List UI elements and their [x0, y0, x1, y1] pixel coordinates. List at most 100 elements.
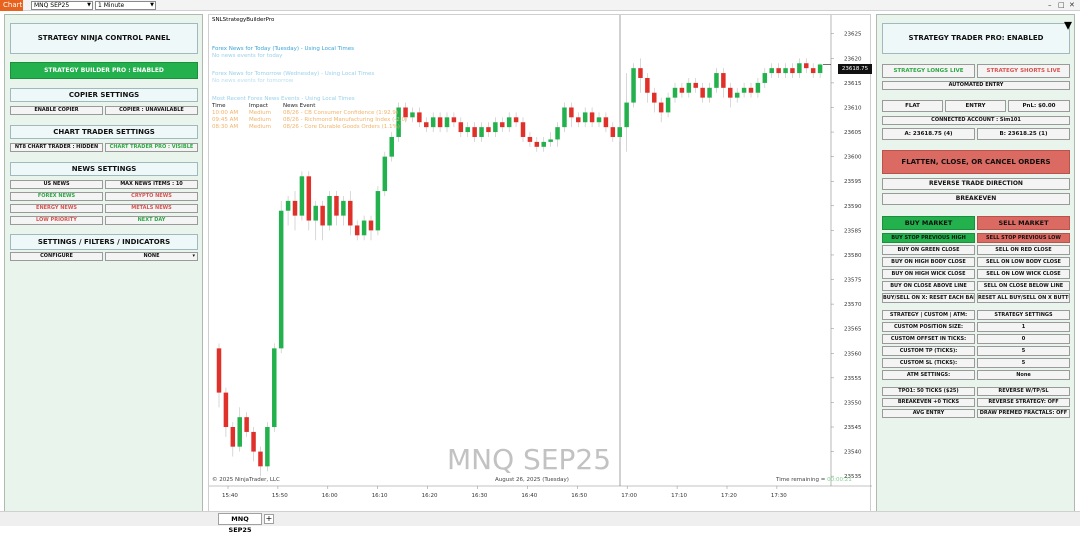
setting-value[interactable]: 5 — [977, 358, 1070, 368]
option-button[interactable]: REVERSE W/TP/SL — [977, 387, 1070, 396]
indicator-select-value: NONE — [143, 253, 160, 259]
down-candle — [223, 392, 229, 428]
time-tick-label: 17:00 — [621, 493, 637, 499]
buy-market-button[interactable]: BUY MARKET — [882, 216, 975, 230]
max-news-button[interactable]: MAX NEWS ITEMS : 10 — [105, 180, 198, 189]
down-candle — [520, 122, 526, 137]
setting-value[interactable]: 1 — [977, 322, 1070, 332]
metals-news-button[interactable]: METALS NEWS — [105, 204, 198, 213]
up-candle — [562, 107, 567, 128]
setting-label: CUSTOM OFFSET IN TICKS: — [882, 334, 975, 344]
order-button[interactable]: BUY STOP PREVIOUS HIGH — [882, 233, 975, 243]
option-button[interactable]: BREAKEVEN +0 TICKS — [882, 398, 975, 407]
chevron-down-icon: ▼ — [150, 2, 154, 8]
tab-mnq-sep25[interactable]: MNQ SEP25 — [218, 513, 262, 534]
longs-live-button[interactable]: STRATEGY LONGS LIVE — [882, 64, 975, 78]
down-candle — [693, 82, 698, 88]
chevron-down-icon: ▾ — [192, 253, 195, 259]
up-candle — [285, 200, 291, 211]
price-tick-label: 23625 — [844, 32, 862, 38]
option-button[interactable]: REVERSE STRATEGY: OFF — [977, 398, 1070, 407]
price-chart-area[interactable]: 23535 23540 23545 23550 23555 23560 23565 23570… — [208, 14, 872, 513]
option-button[interactable]: DRAW PREMED FRACTALS: OFF — [977, 409, 1070, 418]
next-day-button[interactable]: NEXT DAY — [105, 216, 198, 225]
up-candle — [714, 73, 719, 88]
up-candle — [272, 348, 277, 428]
setting-value[interactable]: 5 — [977, 346, 1070, 356]
interval-selector[interactable]: 1 Minute ▼ — [95, 1, 156, 10]
order-button[interactable]: SELL ON CLOSE BELOW LINE — [977, 281, 1070, 291]
price-tick-label: 23555 — [844, 376, 862, 382]
nt8-chart-trader-button[interactable]: NT8 CHART TRADER : HIDDEN — [10, 143, 103, 152]
down-candle — [424, 122, 429, 128]
order-button[interactable]: BUY/SELL ON X: RESET EACH BAR — [882, 293, 975, 303]
setting-value[interactable]: None — [977, 370, 1070, 380]
entry-status: ENTRY — [945, 100, 1006, 112]
up-candle — [582, 112, 588, 123]
order-button[interactable]: SELL STOP PREVIOUS LOW — [977, 233, 1070, 243]
news-impact: Medium — [249, 117, 271, 123]
time-tick-label: 17:20 — [721, 493, 737, 499]
configure-button[interactable]: CONFIGURE — [10, 252, 103, 261]
forex-news-button[interactable]: FOREX NEWS — [10, 192, 103, 201]
price-tick-label: 23550 — [844, 400, 862, 406]
down-candle — [306, 176, 312, 221]
up-candle — [410, 112, 415, 118]
up-candle — [783, 68, 788, 74]
order-button[interactable]: RESET ALL BUY/SELL ON X BUTTONS — [977, 293, 1070, 303]
add-tab-button[interactable]: + — [264, 514, 274, 524]
option-button[interactable]: TPO1: 50 TICKS ($25) — [882, 387, 975, 396]
col-time: Time — [212, 103, 226, 109]
chart-trader-pro-button[interactable]: CHART TRADER PRO : VISIBLE — [105, 143, 198, 152]
instrument-selector[interactable]: MNQ SEP25 ▼ — [31, 1, 93, 10]
up-candle — [278, 210, 284, 349]
flatten-button[interactable]: FLATTEN, CLOSE, OR CANCEL ORDERS — [882, 150, 1070, 174]
chart-menu-tab[interactable]: Chart — [0, 0, 23, 11]
price-tick-label: 23595 — [844, 179, 862, 185]
order-button[interactable]: SELL ON RED CLOSE — [977, 245, 1070, 255]
low-priority-button[interactable]: LOW PRIORITY — [10, 216, 103, 225]
sell-market-button[interactable]: SELL MARKET — [977, 216, 1070, 230]
time-tick-label: 16:20 — [422, 493, 438, 499]
order-button[interactable]: BUY ON HIGH WICK CLOSE — [882, 269, 975, 279]
down-candle — [500, 122, 505, 128]
option-button[interactable]: AVG ENTRY — [882, 409, 975, 418]
order-button[interactable]: BUY ON HIGH BODY CLOSE — [882, 257, 975, 267]
shorts-live-button[interactable]: STRATEGY SHORTS LIVE — [977, 64, 1070, 78]
strategy-builder-button[interactable]: STRATEGY BUILDER PRO : ENABLED — [10, 62, 198, 79]
price-tick-label: 23565 — [844, 327, 862, 333]
reverse-direction-button[interactable]: REVERSE TRADE DIRECTION — [882, 178, 1070, 190]
close-icon[interactable]: ✕ — [1069, 1, 1075, 9]
down-candle — [437, 117, 443, 128]
order-button[interactable]: BUY ON GREEN CLOSE — [882, 245, 975, 255]
breakeven-button[interactable]: BREAKEVEN — [882, 193, 1070, 205]
setting-value[interactable]: STRATEGY SETTINGS — [977, 310, 1070, 320]
us-news-button[interactable]: US NEWS — [10, 180, 103, 189]
order-button[interactable]: SELL ON LOW BODY CLOSE — [977, 257, 1070, 267]
setting-value[interactable]: 0 — [977, 334, 1070, 344]
minimize-icon[interactable]: – — [1048, 1, 1052, 9]
down-candle — [251, 431, 256, 452]
chart-svg[interactable]: 23535 23540 23545 23550 23555 23560 23565 23570… — [209, 15, 872, 513]
automated-entry-button[interactable]: AUTOMATED ENTRY — [882, 81, 1070, 90]
order-button[interactable]: SELL ON LOW WICK CLOSE — [977, 269, 1070, 279]
news-event: 08/26 - Richmond Manufacturing Index (-2… — [283, 117, 408, 123]
time-tick-label: 16:30 — [472, 493, 488, 499]
maximize-icon[interactable]: □ — [1058, 1, 1065, 9]
col-event: News Event — [283, 103, 316, 109]
up-candle — [817, 64, 823, 74]
indicator-select[interactable]: NONE ▾ — [105, 252, 198, 261]
up-candle — [313, 205, 318, 221]
up-candle — [741, 87, 747, 93]
news-time: 09:45 AM — [212, 117, 239, 123]
price-tick-label: 23590 — [844, 204, 862, 210]
copier-status-button[interactable]: COPIER : UNAVAILABLE — [105, 106, 198, 115]
enable-copier-button[interactable]: ENABLE COPIER — [10, 106, 103, 115]
crypto-news-button[interactable]: CRYPTO NEWS — [105, 192, 198, 201]
down-candle — [472, 127, 477, 137]
order-button[interactable]: BUY ON CLOSE ABOVE LINE — [882, 281, 975, 291]
time-remaining-text: Time remaining = — [776, 477, 826, 483]
energy-news-button[interactable]: ENERGY NEWS — [10, 204, 103, 213]
price-tick-label: 23615 — [844, 81, 862, 87]
strategy-ninja-panel: STRATEGY NINJA CONTROL PANEL STRATEGY BU… — [4, 14, 203, 512]
